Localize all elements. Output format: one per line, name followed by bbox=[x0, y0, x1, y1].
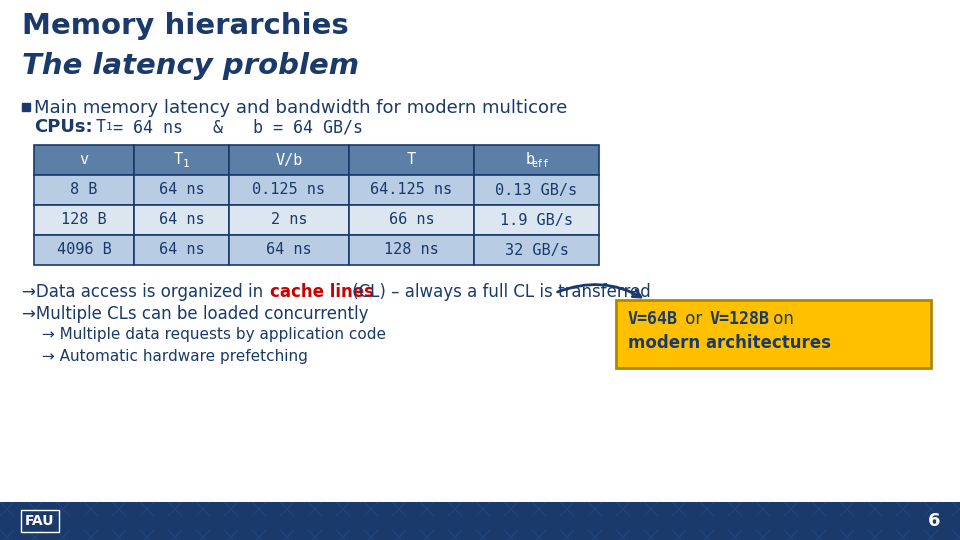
Bar bbox=[134, 145, 229, 175]
Bar bbox=[134, 205, 229, 235]
Text: 0.125 ns: 0.125 ns bbox=[252, 183, 325, 198]
Bar bbox=[349, 205, 474, 235]
Bar bbox=[0, 502, 960, 540]
Bar bbox=[474, 145, 599, 175]
Text: cache lines: cache lines bbox=[270, 283, 374, 301]
Text: T: T bbox=[174, 152, 183, 167]
Text: v: v bbox=[80, 152, 88, 167]
FancyArrowPatch shape bbox=[558, 285, 641, 297]
Text: FAU: FAU bbox=[25, 514, 55, 528]
Text: 64.125 ns: 64.125 ns bbox=[371, 183, 452, 198]
Text: (CL) – always a full CL is transferred: (CL) – always a full CL is transferred bbox=[347, 283, 651, 301]
Bar bbox=[474, 205, 599, 235]
Text: The latency problem: The latency problem bbox=[22, 52, 359, 80]
Bar bbox=[229, 145, 349, 175]
Text: b: b bbox=[526, 152, 535, 167]
Bar bbox=[229, 235, 349, 265]
Text: 128 B: 128 B bbox=[61, 213, 107, 227]
Bar bbox=[34, 175, 134, 205]
Text: V/b: V/b bbox=[276, 152, 302, 167]
Text: 6: 6 bbox=[927, 512, 940, 530]
FancyBboxPatch shape bbox=[616, 300, 931, 368]
Text: 64 ns: 64 ns bbox=[158, 242, 204, 258]
Text: 32 GB/s: 32 GB/s bbox=[505, 242, 568, 258]
Text: 66 ns: 66 ns bbox=[389, 213, 434, 227]
Text: modern architectures: modern architectures bbox=[628, 334, 831, 352]
Text: V=64B: V=64B bbox=[628, 310, 678, 328]
Text: eff: eff bbox=[532, 159, 549, 169]
Text: 1.9 GB/s: 1.9 GB/s bbox=[500, 213, 573, 227]
Text: 64 ns: 64 ns bbox=[158, 183, 204, 198]
Bar bbox=[34, 145, 134, 175]
Bar bbox=[474, 235, 599, 265]
Text: 0.13 GB/s: 0.13 GB/s bbox=[495, 183, 578, 198]
Bar bbox=[229, 175, 349, 205]
Text: CPUs:: CPUs: bbox=[34, 118, 92, 136]
Text: → Multiple data requests by application code: → Multiple data requests by application … bbox=[42, 327, 386, 342]
Text: T: T bbox=[96, 118, 106, 136]
Text: V=128B: V=128B bbox=[710, 310, 770, 328]
Text: = 64 ns   &   b = 64 GB/s: = 64 ns & b = 64 GB/s bbox=[113, 118, 363, 136]
Bar bbox=[474, 175, 599, 205]
Bar bbox=[349, 235, 474, 265]
Text: 8 B: 8 B bbox=[70, 183, 98, 198]
Text: 64 ns: 64 ns bbox=[266, 242, 312, 258]
Text: 4096 B: 4096 B bbox=[57, 242, 111, 258]
Text: Main memory latency and bandwidth for modern multicore: Main memory latency and bandwidth for mo… bbox=[34, 99, 567, 117]
Bar bbox=[22, 103, 30, 111]
Text: 1: 1 bbox=[106, 122, 112, 132]
Text: or: or bbox=[680, 310, 708, 328]
Text: 1: 1 bbox=[183, 159, 190, 169]
Text: 128 ns: 128 ns bbox=[384, 242, 439, 258]
Bar bbox=[229, 205, 349, 235]
Text: 2 ns: 2 ns bbox=[271, 213, 307, 227]
Text: Memory hierarchies: Memory hierarchies bbox=[22, 12, 348, 40]
Text: 64 ns: 64 ns bbox=[158, 213, 204, 227]
Bar bbox=[134, 175, 229, 205]
Bar bbox=[134, 235, 229, 265]
Text: →Multiple CLs can be loaded concurrently: →Multiple CLs can be loaded concurrently bbox=[22, 305, 369, 323]
Bar bbox=[349, 175, 474, 205]
Text: → Automatic hardware prefetching: → Automatic hardware prefetching bbox=[42, 349, 308, 364]
Bar bbox=[34, 235, 134, 265]
Text: on: on bbox=[768, 310, 794, 328]
Bar bbox=[34, 205, 134, 235]
Bar bbox=[349, 145, 474, 175]
Text: T: T bbox=[407, 152, 416, 167]
Text: →Data access is organized in: →Data access is organized in bbox=[22, 283, 269, 301]
